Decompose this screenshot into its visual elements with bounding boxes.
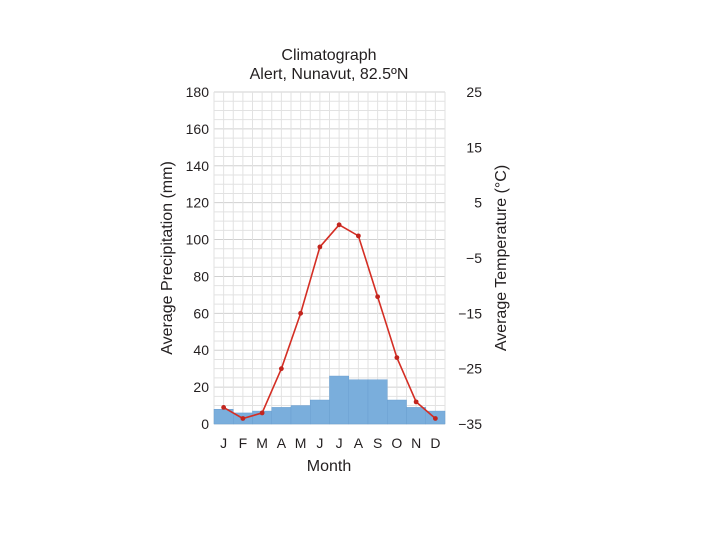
- month-tick-label: A: [354, 435, 364, 451]
- precipitation-bar: [387, 399, 407, 425]
- right-tick-label: 25: [466, 84, 482, 100]
- right-tick-label: −35: [458, 416, 482, 432]
- month-tick-label: D: [430, 435, 440, 451]
- temperature-line: [223, 223, 436, 420]
- temperature-point: [394, 355, 400, 360]
- precipitation-bar: [406, 407, 426, 425]
- left-tick-label: 120: [186, 195, 210, 211]
- temperature-point: [413, 399, 419, 405]
- left-tick-label: 0: [201, 416, 209, 432]
- precipitation-bars: [213, 375, 446, 425]
- y-axis-right-label: Average Temperature (°C): [493, 165, 510, 351]
- month-tick-label: N: [411, 435, 421, 451]
- precipitation-bar: [348, 379, 369, 425]
- precipitation-bar: [271, 407, 292, 425]
- month-tick-label: O: [391, 435, 402, 451]
- month-tick-label: M: [295, 435, 307, 451]
- left-tick-label: 160: [186, 121, 210, 137]
- left-tick-label: 80: [193, 268, 209, 284]
- month-tick-label: J: [316, 435, 323, 451]
- month-tick-label: J: [336, 435, 343, 451]
- right-tick-label: 15: [466, 139, 482, 155]
- temperature-point: [355, 233, 361, 239]
- right-tick-label: −5: [466, 250, 482, 266]
- temperature-point: [298, 310, 304, 316]
- temperature-point: [375, 294, 381, 300]
- temperature-series: [221, 222, 438, 421]
- month-tick-label: A: [277, 435, 287, 451]
- temperature-point: [278, 366, 284, 372]
- right-tick-label: −15: [458, 305, 482, 321]
- left-tick-label: 100: [186, 232, 210, 248]
- left-axis-ticks: 0 20 40 60 80 100 120 140 160 180: [186, 84, 210, 432]
- temperature-point: [240, 416, 246, 421]
- precipitation-bar: [367, 379, 388, 425]
- left-tick-label: 180: [186, 84, 210, 100]
- month-tick-label: S: [373, 435, 382, 451]
- y-axis-left-label: Average Precipitation (mm): [159, 161, 176, 355]
- chart-subtitle: Alert, Nunavut, 82.5ºN: [250, 66, 409, 83]
- temperature-point: [259, 410, 265, 416]
- left-tick-label: 140: [186, 158, 210, 174]
- grid: [213, 91, 446, 425]
- right-tick-label: −25: [458, 361, 482, 377]
- temperature-point: [336, 222, 342, 228]
- left-tick-label: 60: [193, 305, 209, 321]
- month-tick-label: F: [239, 435, 248, 451]
- left-tick-label: 20: [193, 379, 209, 395]
- temperature-point: [432, 416, 438, 421]
- temperature-point: [221, 405, 227, 410]
- left-tick-label: 40: [193, 342, 209, 358]
- temperature-point: [317, 244, 323, 250]
- month-tick-label: M: [256, 435, 268, 451]
- month-tick-label: J: [220, 435, 227, 451]
- precipitation-bar: [310, 399, 330, 425]
- right-tick-label: 5: [474, 195, 482, 211]
- right-axis-ticks: −35 −25 −15 −5 5 15 25: [458, 84, 482, 432]
- x-axis-label: Month: [307, 458, 351, 475]
- precipitation-bar: [290, 405, 311, 425]
- chart-title: Climatograph: [281, 47, 376, 64]
- precipitation-bar: [329, 375, 349, 425]
